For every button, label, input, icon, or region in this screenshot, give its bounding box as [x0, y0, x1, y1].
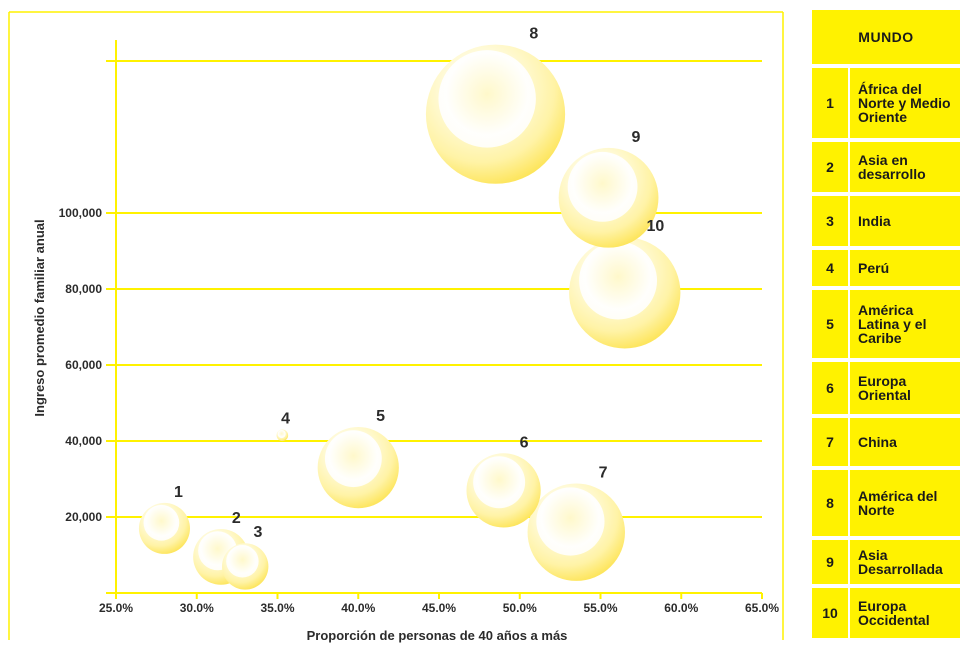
legend-label: Europa Oriental: [858, 373, 911, 403]
x-tick-label: 45.0%: [422, 601, 456, 615]
x-tick-label: 25.0%: [99, 601, 133, 615]
bubble-3: [222, 543, 269, 590]
bubble-label-5: 5: [376, 408, 385, 425]
bubble-label-3: 3: [254, 524, 263, 541]
bubble-label-1: 1: [174, 484, 183, 501]
x-tick-label: 60.0%: [664, 601, 698, 615]
bubble-label-7: 7: [599, 464, 608, 481]
bubble-label-9: 9: [632, 129, 641, 146]
x-tick-label: 55.0%: [583, 601, 617, 615]
y-tick-label: 20,000: [65, 510, 102, 524]
legend-row-7: 7 China: [812, 418, 960, 466]
y-tick-label: 80,000: [65, 282, 102, 296]
legend-row-10: 10 Europa Occidental: [812, 588, 960, 638]
legend-number: 6: [812, 362, 850, 414]
bubble-4: [276, 429, 289, 442]
legend-table: MUNDO 1 África del Norte y Medio Oriente 2…: [812, 10, 960, 645]
x-tick-label: 40.0%: [341, 601, 375, 615]
y-tick-label: 100,000: [59, 206, 103, 220]
x-tick-label: 65.0%: [745, 601, 779, 615]
legend-number: 9: [812, 540, 850, 584]
bubble-8: [425, 44, 566, 184]
legend-row-6: 6 Europa Oriental: [812, 362, 960, 414]
legend-number: 10: [812, 588, 850, 638]
legend-row-3: 3 India: [812, 196, 960, 246]
bubble-6: [466, 453, 541, 528]
x-tick-label: 50.0%: [503, 601, 537, 615]
bubble-label-10: 10: [646, 218, 664, 235]
bubble-label-2: 2: [232, 510, 241, 527]
legend-label: Asia en desarrollo: [858, 152, 926, 182]
bubble-1: [138, 502, 190, 554]
legend-header: MUNDO: [812, 10, 960, 64]
legend-number: 4: [812, 250, 850, 286]
legend-row-4: 4 Perú: [812, 250, 960, 286]
bubble-5: [317, 427, 399, 509]
bubble-label-8: 8: [529, 26, 538, 43]
legend-label: China: [858, 434, 897, 450]
x-tick-label: 35.0%: [260, 601, 294, 615]
bubble-chart: 25.0% 30.0% 35.0% 40.0% 45.0% 50.0% 55.0% 60.0%…: [8, 11, 784, 643]
legend-number: 8: [812, 470, 850, 536]
bubble-4-highlight: [277, 429, 286, 439]
bubble-5-highlight: [324, 430, 382, 488]
legend-label: América Latina y el Caribe: [858, 302, 927, 346]
legend-label: Asia Desarrollada: [858, 547, 943, 577]
chart-canvas: 25.0% 30.0% 35.0% 40.0% 45.0% 50.0% 55.0% 60.0%…: [8, 11, 784, 643]
legend-row-1: 1 África del Norte y Medio Oriente: [812, 68, 960, 138]
bubble-10: [569, 237, 681, 349]
legend-number: 5: [812, 290, 850, 358]
y-tick-label: 40,000: [65, 434, 102, 448]
bubble-7-highlight: [536, 487, 605, 556]
legend-number: 1: [812, 68, 850, 138]
legend-label: Perú: [858, 260, 890, 276]
bubble-9: [558, 147, 659, 248]
legend-row-5: 5 América Latina y el Caribe: [812, 290, 960, 358]
bubble-1-highlight: [143, 504, 180, 541]
bubble-label-6: 6: [520, 434, 529, 451]
bubble-6-highlight: [473, 456, 526, 509]
bubble-9-highlight: [567, 151, 638, 222]
legend-number: 2: [812, 142, 850, 192]
legend-row-9: 9 Asia Desarrollada: [812, 540, 960, 584]
y-axis-title: Ingreso promedio familiar anual: [32, 219, 47, 416]
bubble-7: [527, 483, 625, 581]
bubble-10-highlight: [579, 241, 658, 320]
legend-row-2: 2 Asia en desarrollo: [812, 142, 960, 192]
legend-label: África del Norte y Medio Oriente: [858, 81, 951, 125]
x-axis-title: Proporción de personas de 40 años a más: [307, 628, 568, 643]
legend-label: India: [858, 213, 891, 229]
legend-number: 7: [812, 418, 850, 466]
legend-row-8: 8 América del Norte: [812, 470, 960, 536]
legend-number: 3: [812, 196, 850, 246]
legend-label: Europa Occidental: [858, 598, 930, 628]
x-tick-label: 30.0%: [180, 601, 214, 615]
bubble-label-4: 4: [281, 411, 290, 428]
legend-label: América del Norte: [858, 488, 938, 518]
y-tick-label: 60,000: [65, 358, 102, 372]
bubble-3-highlight: [226, 545, 259, 578]
bubble-8-highlight: [438, 50, 536, 148]
